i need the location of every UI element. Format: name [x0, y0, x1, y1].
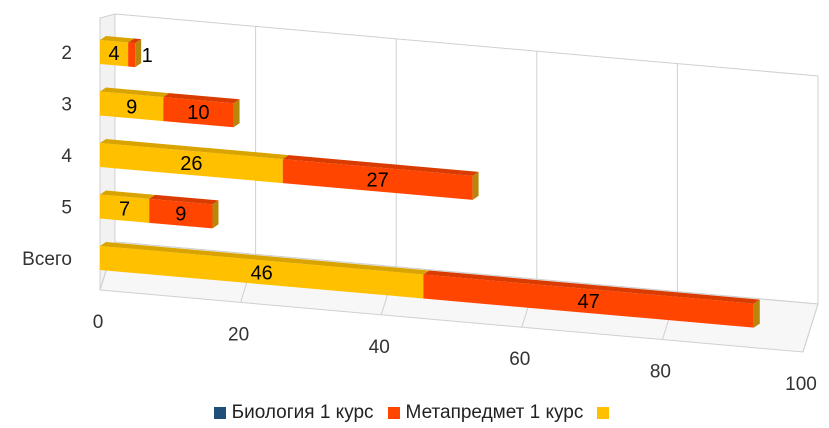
bar-chart: 0 20 40 60 80 100 2 4 1 3 9 10 4 26 27 5 7 9 Всего 46 47 — [22, 13, 819, 395]
bar-end — [135, 39, 142, 68]
data-label: 26 — [180, 153, 202, 175]
bars — [100, 36, 760, 328]
bar-end — [472, 171, 479, 200]
bar-segment — [100, 40, 129, 67]
x-tick-label: 40 — [369, 337, 390, 358]
legend-item-biology: Биология 1 курс — [213, 402, 374, 424]
bar-end — [753, 299, 760, 328]
data-label: 10 — [187, 102, 209, 124]
data-label: 4 — [108, 43, 119, 65]
bar-top — [100, 36, 135, 43]
x-tick-label: 80 — [650, 362, 671, 383]
bar-top — [282, 155, 479, 176]
data-label: 27 — [367, 169, 389, 191]
data-label: 9 — [175, 204, 186, 226]
labels: 0 20 40 60 80 100 2 4 1 3 9 10 4 26 27 5 7 9 Всего 46 47 — [22, 43, 817, 395]
bar-segment — [100, 194, 150, 223]
data-label: 47 — [577, 291, 599, 313]
legend: Биология 1 курс Метапредмет 1 курс — [0, 400, 829, 426]
bar-top — [100, 139, 289, 160]
bar-end — [233, 99, 240, 128]
bar-segment — [100, 91, 164, 122]
floor-gridline-100 — [802, 303, 819, 353]
bar-segment — [128, 42, 136, 68]
x-tick-label: 0 — [93, 312, 104, 333]
data-label: 7 — [119, 199, 130, 221]
bar-segment — [163, 97, 234, 128]
bar-top — [163, 93, 240, 104]
bar-segment — [100, 143, 283, 184]
legend-swatch-metasubject — [387, 407, 400, 419]
y-tick-label: 3 — [61, 95, 72, 116]
y-tick-label: 5 — [61, 198, 72, 219]
bar-segment — [282, 159, 473, 200]
bar-segment — [100, 246, 424, 299]
y-tick-label: 4 — [61, 146, 72, 167]
bar-top — [100, 242, 430, 275]
y-tick-label: 2 — [61, 43, 72, 64]
data-label: 1 — [142, 45, 153, 67]
bar-top — [423, 270, 760, 304]
data-label: 46 — [251, 262, 273, 284]
bar-top — [100, 87, 170, 98]
x-tick-label: 60 — [509, 349, 530, 370]
x-tick-label: 20 — [228, 324, 249, 345]
bar-top — [149, 194, 219, 205]
bar-segment — [423, 274, 754, 328]
data-label: 9 — [126, 96, 137, 118]
bar-end — [212, 200, 219, 229]
legend-label-biology: Биология 1 курс — [231, 402, 374, 423]
legend-item-metasubject: Метапредмет 1 курс — [387, 402, 584, 424]
legend-swatch-third — [597, 407, 610, 419]
y-tick-label: Всего — [22, 249, 72, 270]
legend-swatch-biology — [213, 407, 226, 419]
x-tick-label: 100 — [785, 374, 817, 395]
bar-top — [128, 38, 142, 44]
bar-top — [100, 190, 156, 199]
bar-segment — [149, 198, 213, 229]
legend-item-third — [597, 407, 615, 419]
legend-label-metasubject: Метапредмет 1 курс — [405, 402, 584, 423]
